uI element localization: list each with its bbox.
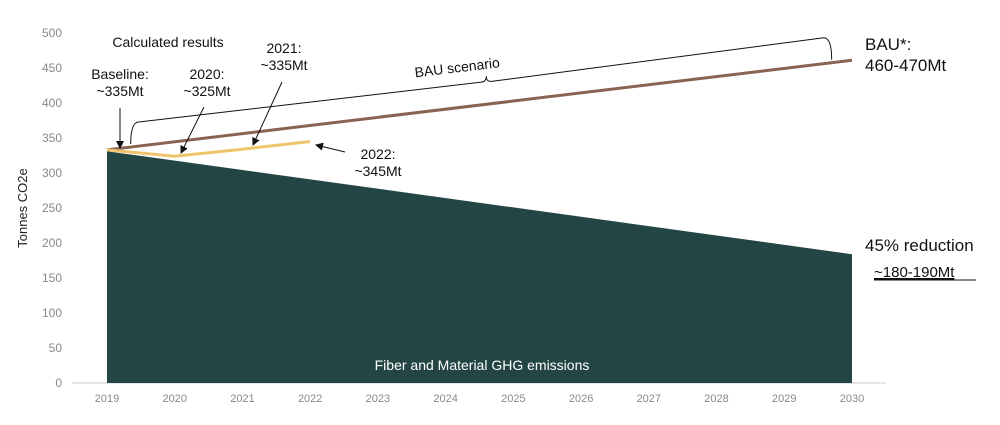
x-tick-label: 2030 [840,393,864,405]
y-tick-label: 250 [42,201,62,215]
y-tick-label: 150 [42,271,62,285]
baseline-value: ~335Mt [96,83,143,99]
x-tick-label: 2022 [298,393,322,405]
y2022-value: ~345Mt [354,163,401,179]
y2020-arrow [180,106,205,154]
calculated-results-line [106,140,311,158]
x-tick-label: 2025 [501,393,525,405]
y-tick-label: 450 [42,61,62,75]
x-tick-label: 2024 [433,393,457,405]
x-tick-label: 2027 [637,393,661,405]
x-tick-label: 2029 [772,393,796,405]
bau-brace [130,37,833,145]
y-tick-label: 100 [42,306,62,320]
area-label: Fiber and Material GHG emissions [375,357,590,373]
y-tick-label: 50 [49,341,63,355]
emissions-area [107,151,852,383]
x-tick-label: 2021 [230,393,254,405]
y2022-arrow [315,142,346,153]
y-tick-label: 500 [42,26,62,40]
calculated-results-label: Calculated results [112,34,223,50]
y2021-label: 2021: [266,40,301,56]
y2022-label: 2022: [360,146,395,162]
y-tick-label: 400 [42,96,62,110]
bau-scenario-label: BAU scenario [414,54,501,80]
x-tick-label: 2026 [569,393,593,405]
y-tick-label: 0 [55,376,62,390]
y2020-value: ~325Mt [183,83,230,99]
y2021-value: ~335Mt [260,57,307,73]
y2021-arrow [252,81,283,146]
reduction-label: 45% reduction [865,236,974,255]
y-tick-label: 300 [42,166,62,180]
y2020-label: 2020: [189,66,224,82]
bau-value: 460-470Mt [865,56,947,75]
baseline-label: Baseline: [91,66,149,82]
y-tick-label: 350 [42,131,62,145]
x-tick-label: 2019 [95,393,119,405]
bau-label: BAU*: [865,35,911,54]
bau-scenario-line [106,58,853,152]
x-tick-label: 2023 [366,393,390,405]
x-tick-label: 2020 [162,393,186,405]
reduction-value: ~180-190Mt [874,264,955,281]
y-tick-label: 200 [42,236,62,250]
x-tick-label: 2028 [704,393,728,405]
y-axis-label: Tonnes CO2e [15,168,30,248]
